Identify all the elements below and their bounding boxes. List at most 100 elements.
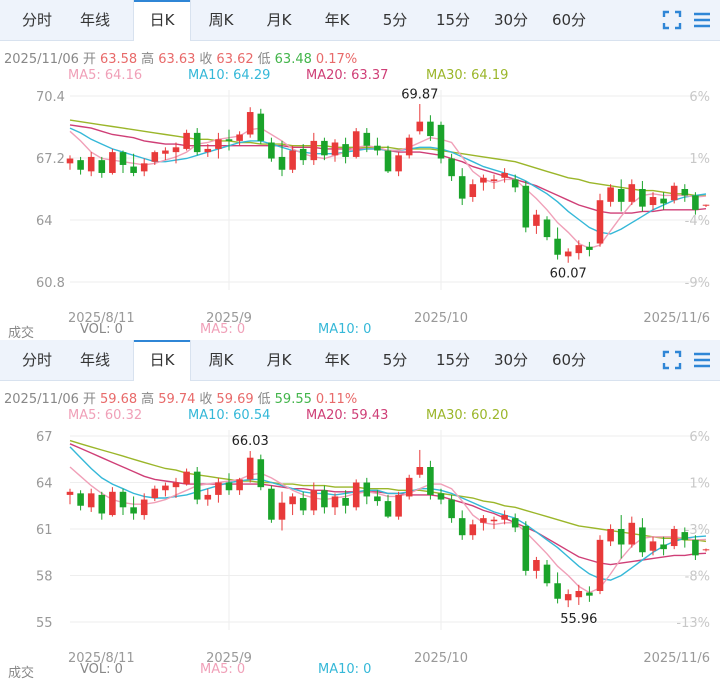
kline-panel-1: 分时 年线 日K 周K 月K 年K 5分 15分 30分 60分 70.4 6% 6… [0, 0, 720, 340]
fullscreen-icon[interactable] [662, 350, 682, 370]
candle-body [162, 151, 169, 154]
close-label: 收 [199, 52, 212, 67]
fullscreen-icon[interactable] [662, 10, 682, 30]
volume-label: 成交 [8, 662, 34, 680]
percent-tick-label: 6% [689, 90, 710, 105]
candle-body [650, 197, 657, 205]
candle-body [682, 189, 689, 195]
tab-daily-k[interactable]: 日K [133, 340, 191, 381]
candle-body [554, 239, 561, 255]
candle-body [374, 496, 381, 501]
candle-body [512, 179, 519, 187]
extreme-value-label: 66.03 [232, 434, 269, 449]
tab-5min[interactable]: 5分 [366, 340, 424, 380]
menu-icon[interactable] [692, 350, 712, 370]
change-percent: 0.17% [316, 52, 357, 67]
candle-body [565, 594, 572, 600]
candle-body [183, 472, 190, 484]
candle-body [427, 467, 434, 495]
candle-body [448, 159, 455, 177]
tab-yearly-k[interactable]: 年K [308, 340, 366, 380]
x-tick-label: 2025/10 [414, 311, 468, 326]
tab-year-line[interactable]: 年线 [66, 0, 124, 40]
tab-monthly-k[interactable]: 月K [250, 0, 308, 40]
y-tick-label: 55 [36, 616, 53, 631]
candle-body [300, 149, 307, 160]
ma20-legend: MA20: 63.37 [306, 68, 388, 83]
tab-intraday[interactable]: 分时 [8, 340, 66, 380]
candle-body [660, 199, 667, 204]
high-value: 59.74 [158, 392, 195, 407]
y-tick-label: 60.8 [36, 276, 65, 291]
y-tick-label: 64 [36, 214, 53, 229]
candle-body [395, 495, 402, 517]
candle-body [321, 141, 328, 155]
candle-body [109, 152, 116, 173]
candle-body [459, 176, 466, 198]
candle-body [607, 187, 614, 201]
tab-weekly-k[interactable]: 周K [192, 0, 250, 40]
tab-60min[interactable]: 60分 [540, 340, 598, 380]
candle-body [703, 205, 710, 206]
candle-body [120, 152, 127, 165]
y-tick-label: 58 [36, 570, 53, 585]
candle-body [99, 495, 106, 514]
candle-body [311, 141, 318, 160]
candle-body [183, 133, 190, 149]
candle-body [395, 155, 402, 171]
candle-body [300, 498, 307, 510]
tab-year-line[interactable]: 年线 [66, 340, 124, 380]
period-tabbar: 分时 年线 日K 周K 月K 年K 5分 15分 30分 60分 [0, 340, 720, 381]
close-value: 63.62 [216, 52, 253, 67]
volume-ma5: MA5: 0 [200, 322, 245, 337]
candle-body [576, 245, 583, 253]
candle-body [289, 151, 296, 170]
volume-label: 成交 [8, 322, 34, 340]
candle-body [162, 486, 169, 491]
tab-weekly-k[interactable]: 周K [192, 340, 250, 380]
tab-daily-k[interactable]: 日K [133, 0, 191, 41]
kline-panel-2: 分时 年线 日K 周K 月K 年K 5分 15分 30分 60分 67 6% 64 1… [0, 340, 720, 680]
tab-60min[interactable]: 60分 [540, 0, 598, 40]
y-tick-label: 67.2 [36, 152, 65, 167]
kline-chart-2: 67 6%64 1%61 -3%58 -8%55 -13%2025/8/11 2025/9 2… [0, 380, 720, 680]
candle-body [417, 122, 424, 132]
candle-body [99, 160, 106, 173]
candle-body [247, 458, 254, 480]
tab-yearly-k[interactable]: 年K [308, 0, 366, 40]
candle-body [639, 189, 646, 207]
candle-body [438, 493, 445, 499]
candle-body [629, 523, 636, 545]
candle-body [491, 179, 498, 181]
tab-15min[interactable]: 15分 [424, 0, 482, 40]
candle-body [470, 524, 477, 535]
candle-body [279, 157, 286, 170]
candle-body [544, 219, 551, 237]
tab-monthly-k[interactable]: 月K [250, 340, 308, 380]
percent-tick-label: -9% [685, 276, 710, 291]
percent-tick-label: -8% [685, 570, 710, 585]
menu-icon[interactable] [692, 10, 712, 30]
extreme-value-label: 55.96 [560, 612, 597, 627]
ma30-legend: MA30: 64.19 [426, 68, 508, 83]
kline-chart-1: 70.4 6% 67.2 1% 64 -4% 60.8 -9% 2025/8/11 2025/9 2… [0, 40, 720, 340]
candle-body [67, 492, 74, 495]
candle-body [501, 173, 508, 178]
candle-body [194, 133, 201, 152]
candle-body [152, 489, 159, 498]
ma5-legend: MA5: 60.32 [68, 408, 142, 423]
candle-body [205, 495, 212, 500]
tab-5min[interactable]: 5分 [366, 0, 424, 40]
x-tick-label: 2025/11/6 [643, 311, 710, 326]
tab-intraday[interactable]: 分时 [8, 0, 66, 40]
candle-body [406, 478, 413, 497]
ohlc-info: 2025/11/06 开 59.68 高 59.74 收 59.69 低 59.55 0.11% [4, 388, 361, 407]
tab-30min[interactable]: 30分 [482, 340, 540, 380]
candle-body [279, 503, 286, 520]
candle-body [554, 583, 561, 599]
candle-body [671, 529, 678, 546]
tab-15min[interactable]: 15分 [424, 340, 482, 380]
x-tick-label: 2025/10 [414, 651, 468, 666]
candle-body [660, 545, 667, 550]
tab-30min[interactable]: 30分 [482, 0, 540, 40]
